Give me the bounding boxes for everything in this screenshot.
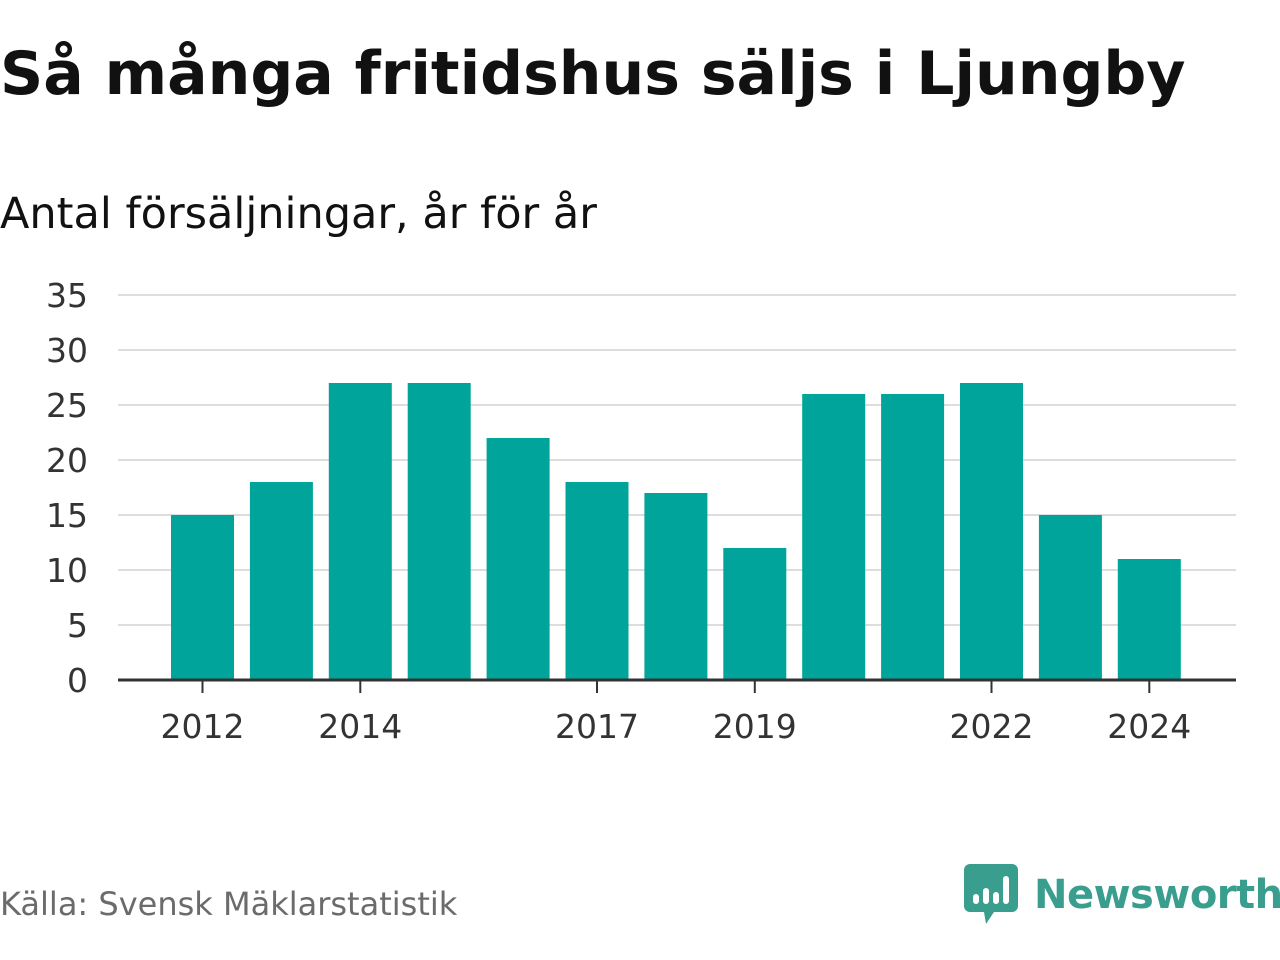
y-tick-label: 5 (67, 606, 88, 645)
y-tick-label: 35 (46, 276, 88, 315)
bar-2013 (249, 482, 313, 680)
bar-2020 (802, 394, 866, 680)
x-tick-label: 2024 (1107, 707, 1191, 746)
y-tick-label: 15 (46, 496, 88, 535)
bar-2016 (486, 438, 550, 680)
bar-2022 (960, 383, 1023, 680)
bar-2018 (644, 493, 708, 680)
y-tick-label: 0 (67, 661, 88, 700)
bar-2023 (1038, 515, 1102, 680)
x-axis (118, 678, 1236, 693)
y-tick-label: 10 (46, 551, 88, 590)
x-tick-label: 2017 (555, 707, 639, 746)
y-axis-labels: 0 5 10 15 20 25 30 35 (46, 276, 88, 700)
bar-2014 (328, 383, 392, 680)
bar-2012 (171, 515, 234, 680)
x-axis-labels: 2012 2014 2017 2019 2022 2024 (161, 707, 1192, 746)
bar-2017 (565, 482, 629, 680)
bar-2019 (723, 548, 787, 680)
bar-2021 (881, 394, 945, 680)
x-tick-label: 2019 (713, 707, 797, 746)
bars (171, 383, 1181, 680)
bar-2015 (407, 383, 471, 680)
y-tick-label: 25 (46, 386, 88, 425)
x-tick-label: 2014 (318, 707, 402, 746)
newsworthy-logo: Newsworthy (964, 864, 1280, 926)
chart-subtitle: Antal försäljningar, år för år (0, 189, 597, 239)
y-tick-label: 30 (46, 331, 88, 370)
bar-2024 (1117, 559, 1181, 680)
bar-chart-speech-bubble-icon (964, 864, 1018, 924)
chart-title: Så många fritidshus säljs i Ljungby (0, 39, 1186, 109)
brand-name: Newsworthy (1034, 872, 1280, 918)
y-tick-label: 20 (46, 441, 88, 480)
source-note: Källa: Svensk Mäklarstatistik (0, 885, 458, 923)
x-tick-label: 2022 (950, 707, 1034, 746)
bar-chart: 0 5 10 15 20 25 30 35 2012 2014 2017 2019 2022 2024 (46, 276, 1236, 746)
x-tick-label: 2012 (161, 707, 245, 746)
